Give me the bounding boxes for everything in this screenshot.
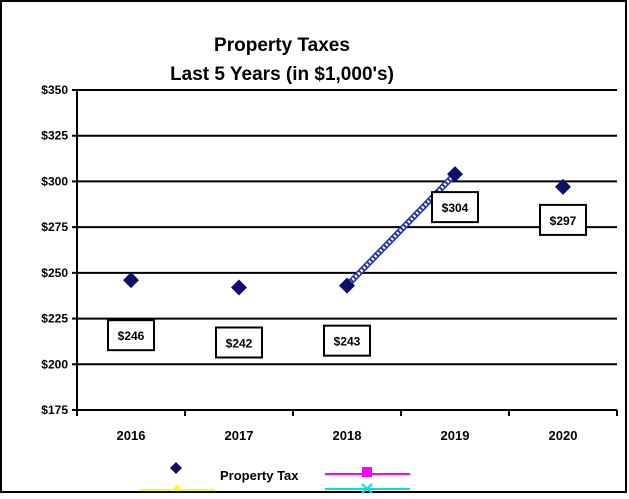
y-tick-label-300: $300 (41, 174, 68, 188)
data-label-box (323, 324, 371, 357)
data-label-2016: $246 (107, 319, 155, 352)
legend-diamond-icon (170, 462, 182, 474)
x-tick-label-2018: 2018 (333, 428, 362, 443)
x-axis-tick-labels: 2016 2017 2018 2019 2020 (117, 428, 578, 443)
x-tick-label-2017: 2017 (225, 428, 254, 443)
data-label-text: $242 (226, 336, 253, 350)
data-label-box (431, 191, 479, 224)
gridlines (77, 89, 617, 366)
legend-x-icon (361, 483, 373, 494)
data-label-box (215, 326, 263, 359)
data-label-2017: $242 (215, 326, 263, 359)
legend-triangle-icon (172, 484, 182, 491)
data-point-2020 (555, 178, 571, 195)
data-point-2018 (339, 277, 355, 294)
x-tick-label-2020: 2020 (549, 428, 578, 443)
data-label-2019: $304 (431, 191, 479, 224)
y-tick-label-325: $325 (41, 129, 68, 143)
y-tick-label-250: $250 (41, 266, 68, 280)
y-tick-label-350: $350 (41, 83, 68, 97)
y-tick-label-200: $200 (41, 357, 68, 371)
chart-subtitle: Last 5 Years (in $1,000's) (170, 64, 394, 85)
data-point-2019 (447, 166, 463, 183)
data-point-2017 (231, 279, 247, 296)
data-label-2020: $297 (539, 203, 587, 236)
data-labels: $246 $242 $243 $304 $297 (107, 191, 587, 359)
chart-title: Property Taxes (214, 35, 350, 56)
data-points (123, 166, 571, 296)
axes (72, 89, 618, 416)
data-label-box (539, 203, 587, 236)
data-point-2016 (123, 272, 139, 289)
data-label-text: $243 (334, 335, 361, 349)
y-tick-label-275: $275 (41, 220, 68, 234)
legend: Property Tax (140, 462, 410, 494)
x-tick-label-2016: 2016 (117, 428, 146, 443)
data-label-text: $304 (442, 201, 469, 215)
data-label-text: $297 (550, 214, 577, 228)
x-tick-label-2019: 2019 (441, 428, 470, 443)
legend-label-property-tax: Property Tax (220, 468, 299, 483)
y-axis-tick-labels: $350 $325 $300 $275 $250 $225 $200 $175 (41, 83, 68, 417)
legend-square-icon (362, 467, 372, 477)
data-label-box (107, 319, 155, 352)
y-tick-label-225: $225 (41, 312, 68, 326)
data-label-text: $246 (118, 329, 145, 343)
y-tick-label-175: $175 (41, 403, 68, 417)
data-label-2018: $243 (323, 324, 371, 357)
